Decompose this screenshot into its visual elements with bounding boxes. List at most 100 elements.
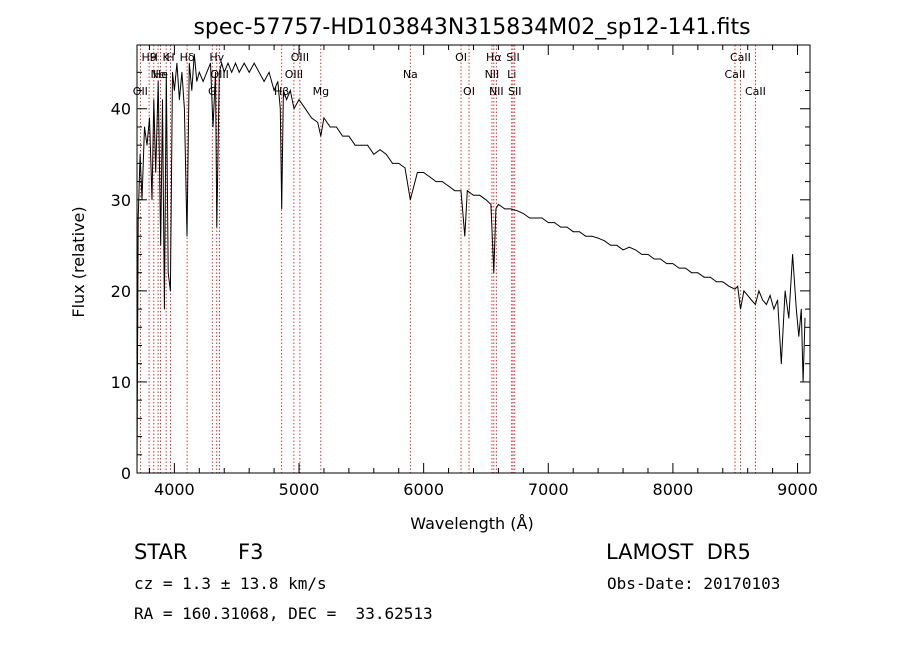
spectrum-point bbox=[186, 235, 188, 237]
spectrum-point bbox=[277, 81, 279, 82]
spectrum-point bbox=[253, 62, 255, 64]
line-label: OI bbox=[455, 51, 467, 64]
spectrum-point bbox=[703, 276, 705, 278]
spectrum-point bbox=[647, 254, 649, 255]
spectrum-point bbox=[139, 153, 141, 155]
spectrum-point bbox=[336, 126, 337, 128]
spectrum-point bbox=[273, 90, 275, 91]
spectrum-point bbox=[728, 285, 730, 287]
spectrum-point bbox=[289, 90, 291, 91]
spectrum-point bbox=[164, 308, 165, 310]
line-label: H bbox=[150, 51, 158, 64]
spectrum-point bbox=[243, 62, 245, 64]
spectrum-point bbox=[176, 62, 178, 64]
spectrum-point bbox=[666, 263, 668, 264]
spectrum-point bbox=[379, 149, 381, 151]
spectrum-point bbox=[268, 71, 270, 73]
spectrum-point bbox=[510, 208, 512, 210]
spectrum-point bbox=[155, 172, 157, 173]
spectrum-point bbox=[283, 90, 284, 91]
spectrum-point bbox=[417, 172, 418, 173]
spectrum-point bbox=[597, 237, 599, 239]
spectrum-point bbox=[210, 62, 211, 64]
spectrum-point bbox=[485, 199, 487, 201]
spectrum-point bbox=[795, 308, 797, 310]
spectrum-point bbox=[373, 153, 375, 155]
x-tick-label: 7000 bbox=[528, 480, 569, 499]
spectrum-point bbox=[404, 167, 406, 169]
line-label: Hα bbox=[486, 51, 502, 64]
spectrum-point bbox=[298, 99, 300, 100]
x-tick-label: 6000 bbox=[403, 480, 444, 499]
spectrum-point bbox=[464, 235, 466, 237]
spectrum-point bbox=[678, 267, 680, 269]
line-label: Hβ bbox=[274, 85, 289, 98]
line-label: Ne bbox=[151, 68, 166, 81]
spectrum-point bbox=[454, 190, 456, 192]
object-class: STAR bbox=[134, 540, 188, 564]
x-tick-label: 9000 bbox=[777, 480, 818, 499]
line-label: CaII bbox=[730, 51, 751, 64]
spectrum-point bbox=[751, 299, 752, 301]
spectrum-point bbox=[360, 144, 362, 146]
spectrum-point bbox=[385, 153, 387, 155]
spectrum-point bbox=[560, 226, 562, 228]
spectrum-point bbox=[747, 295, 749, 296]
line-label: Hδ bbox=[180, 51, 195, 64]
spectrum-point bbox=[167, 272, 169, 274]
spectrum-point bbox=[429, 176, 431, 178]
y-axis: 0 10 20 30 40 bbox=[111, 71, 810, 483]
spectrum-point bbox=[777, 299, 778, 301]
line-label: SII bbox=[508, 85, 521, 98]
spectrum-point bbox=[660, 258, 661, 260]
spectrum-point bbox=[773, 308, 775, 310]
spectrum-point bbox=[755, 304, 756, 305]
spectrum-point bbox=[535, 217, 537, 219]
line-label: H9 bbox=[141, 51, 156, 64]
plot-frame bbox=[136, 44, 811, 474]
x-tick-label: 5000 bbox=[279, 480, 320, 499]
spectrum-point bbox=[591, 235, 593, 237]
spectrum-point bbox=[212, 126, 214, 128]
spectrum-point bbox=[709, 276, 711, 278]
line-label: CaII bbox=[725, 68, 746, 81]
spectrum-point bbox=[191, 90, 193, 91]
y-tick-label: 30 bbox=[111, 191, 131, 210]
spectrum-line-0 bbox=[136, 54, 806, 469]
spectrum-point bbox=[758, 290, 760, 292]
line-label: K bbox=[163, 51, 171, 64]
redshift-readout: cz = 1.3 ± 13.8 km/s bbox=[134, 574, 327, 593]
spectrum-point bbox=[153, 99, 155, 100]
line-label: Li bbox=[507, 68, 516, 81]
spectrum-point bbox=[604, 240, 605, 242]
line-label: OIII bbox=[291, 51, 309, 64]
spectrum-point bbox=[348, 135, 350, 137]
spectrum-point bbox=[622, 249, 624, 251]
spectrum-point bbox=[490, 204, 492, 205]
object-subclass: F3 bbox=[238, 540, 264, 564]
spectrum-point bbox=[566, 226, 568, 228]
spectrum-point bbox=[504, 208, 506, 210]
line-label: Na bbox=[403, 68, 418, 81]
spectrum-point bbox=[579, 231, 580, 233]
x-tick-label: 8000 bbox=[653, 480, 694, 499]
spectrum-point bbox=[516, 210, 518, 212]
spectrum-point bbox=[788, 317, 790, 319]
spectrum-point bbox=[628, 246, 630, 248]
spectrum-point bbox=[495, 208, 497, 210]
spectrum-point bbox=[160, 244, 162, 246]
spectrum-point bbox=[179, 99, 180, 100]
spectrum-point bbox=[798, 336, 800, 337]
line-label: NII bbox=[485, 68, 500, 81]
spectrum-point bbox=[460, 190, 462, 192]
spectrum-point bbox=[493, 272, 495, 274]
spectrum-point bbox=[769, 295, 771, 296]
spectrum-point bbox=[762, 299, 763, 301]
spectrum-point bbox=[258, 71, 260, 73]
spectrum-point bbox=[672, 263, 674, 264]
spectrum-point bbox=[311, 117, 312, 119]
spectrum-point bbox=[766, 304, 767, 305]
line-label: OIII bbox=[285, 68, 303, 81]
line-label: He bbox=[153, 68, 168, 81]
